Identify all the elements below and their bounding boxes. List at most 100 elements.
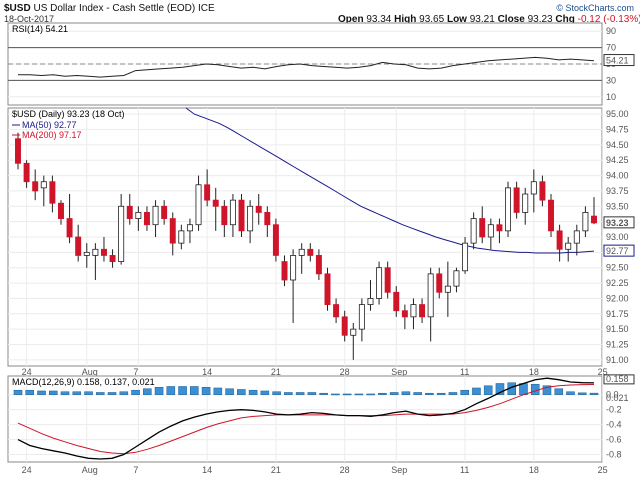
price-tick-label: 91.75: [606, 309, 629, 319]
macd-histogram-bar: [119, 391, 129, 395]
macd-histogram-bar: [96, 392, 105, 395]
low-label: Low: [446, 14, 467, 25]
candle-body: [548, 199, 554, 232]
candle-body: [195, 184, 202, 226]
candle-body: [470, 218, 477, 244]
macd-histogram-bar: [201, 386, 211, 395]
candle-body: [591, 215, 597, 224]
macd-tick-label: -0.6: [606, 435, 622, 445]
candle-body: [462, 242, 469, 272]
candle-body: [264, 212, 271, 226]
candle-body: [427, 273, 434, 318]
candle-body: [479, 218, 486, 238]
candle-body: [255, 205, 262, 213]
price-tick-label: 95.00: [606, 109, 629, 119]
ma50-legend-label: MA(50) 92.77: [22, 120, 77, 130]
macd-histogram-bar: [48, 390, 58, 395]
candle-body: [229, 199, 236, 226]
candle-body: [384, 267, 391, 293]
candle-body: [23, 162, 30, 183]
price-value-tag: 93.23: [606, 218, 629, 228]
price-tick-label: 94.75: [606, 125, 629, 135]
price-x-tick-label: Sep: [391, 367, 407, 377]
macd-histogram-bar: [260, 390, 270, 395]
candle-body: [376, 267, 383, 299]
candle-body: [496, 224, 503, 232]
candle-body: [341, 316, 348, 336]
candle-body: [307, 248, 314, 256]
macd-line: [17, 377, 595, 460]
macd-histogram-bar: [84, 391, 93, 395]
price-x-tick-label: 28: [340, 367, 350, 377]
candle-body: [143, 212, 150, 226]
macd-histogram-bar: [166, 386, 176, 395]
candle-body: [169, 218, 176, 244]
price-tick-label: 94.50: [606, 140, 629, 150]
macd-histogram-bar: [13, 389, 23, 395]
close-value: 93.23: [527, 14, 553, 25]
rsi-tick-label: 70: [606, 43, 616, 53]
macd-signal-line: [17, 384, 595, 455]
macd-histogram-bar: [307, 392, 317, 395]
candle-body: [333, 304, 340, 318]
candle-body: [75, 236, 82, 256]
candle-body: [582, 212, 589, 232]
macd-tick-label: -0.8: [606, 450, 622, 460]
macd-histogram-bar: [460, 389, 469, 395]
macd-histogram-bar: [131, 389, 140, 395]
candle-body: [247, 205, 254, 232]
ma50-line: [185, 107, 595, 254]
chg-label: Chg: [555, 14, 575, 25]
price-tick-label: 92.00: [606, 293, 629, 303]
macd-histogram-bar: [401, 391, 411, 395]
ma50-value-tag-box: [603, 244, 635, 257]
candle-body: [83, 251, 90, 256]
price-tick-label: 94.25: [606, 155, 629, 165]
candle-body: [513, 187, 520, 213]
candle-body: [324, 273, 331, 305]
price-tick-label: 93.50: [606, 201, 629, 211]
macd-histogram-bar: [237, 389, 246, 395]
macd-histogram-bar: [472, 387, 481, 395]
candle-body: [58, 202, 64, 219]
macd-histogram-bar: [37, 390, 46, 395]
price-panel-title: $USD (Daily) 93.23 (18 Oct): [12, 109, 125, 119]
rsi-value-tag: 54.21: [606, 56, 629, 66]
macd-x-tick-label: 7: [133, 465, 138, 475]
macd-tick-label: -0.2: [606, 405, 622, 415]
price-tick-label: 91.00: [606, 355, 629, 365]
macd-histogram-bar: [342, 393, 352, 396]
ma50-value-tag: 92.77: [606, 246, 629, 256]
candle-body: [444, 285, 451, 293]
rsi-tick-label: 10: [606, 92, 616, 102]
candle-body: [152, 205, 159, 226]
low-value: 93.21: [469, 14, 495, 25]
candle-body: [15, 138, 21, 164]
candle-body: [135, 212, 142, 219]
macd-histogram-bar: [72, 391, 82, 395]
candle-body: [401, 310, 408, 318]
macd-histogram-bar: [495, 383, 505, 395]
open-label: Open: [338, 14, 364, 25]
price-x-tick-label: 11: [460, 367, 469, 377]
price-value-tag-box: [603, 216, 635, 229]
candle-body: [178, 230, 185, 244]
chart-symbol: $USD US Dollar Index - Cash Settle (EOD)…: [4, 3, 215, 14]
macd-x-tick-label: 28: [340, 465, 350, 475]
price-tick-label: 92.25: [606, 278, 629, 288]
candle-body: [539, 181, 546, 201]
price-x-tick-label: 24: [22, 367, 32, 377]
rsi-tick-label: 90: [606, 26, 616, 36]
macd-histogram-bar: [295, 392, 305, 395]
candle-body: [161, 205, 168, 219]
high-value: 93.65: [419, 14, 445, 25]
macd-x-tick-label: 14: [202, 465, 212, 475]
price-tick-label: 91.50: [606, 324, 629, 334]
macd-hist-value-tag: 0.021: [606, 393, 629, 403]
chart-date: 18-Oct-2017: [4, 14, 55, 24]
price-tick-label: 91.25: [606, 340, 629, 350]
candle-body: [40, 181, 47, 189]
macd-histogram-bar: [378, 392, 387, 395]
macd-x-tick-label: 11: [460, 465, 469, 475]
